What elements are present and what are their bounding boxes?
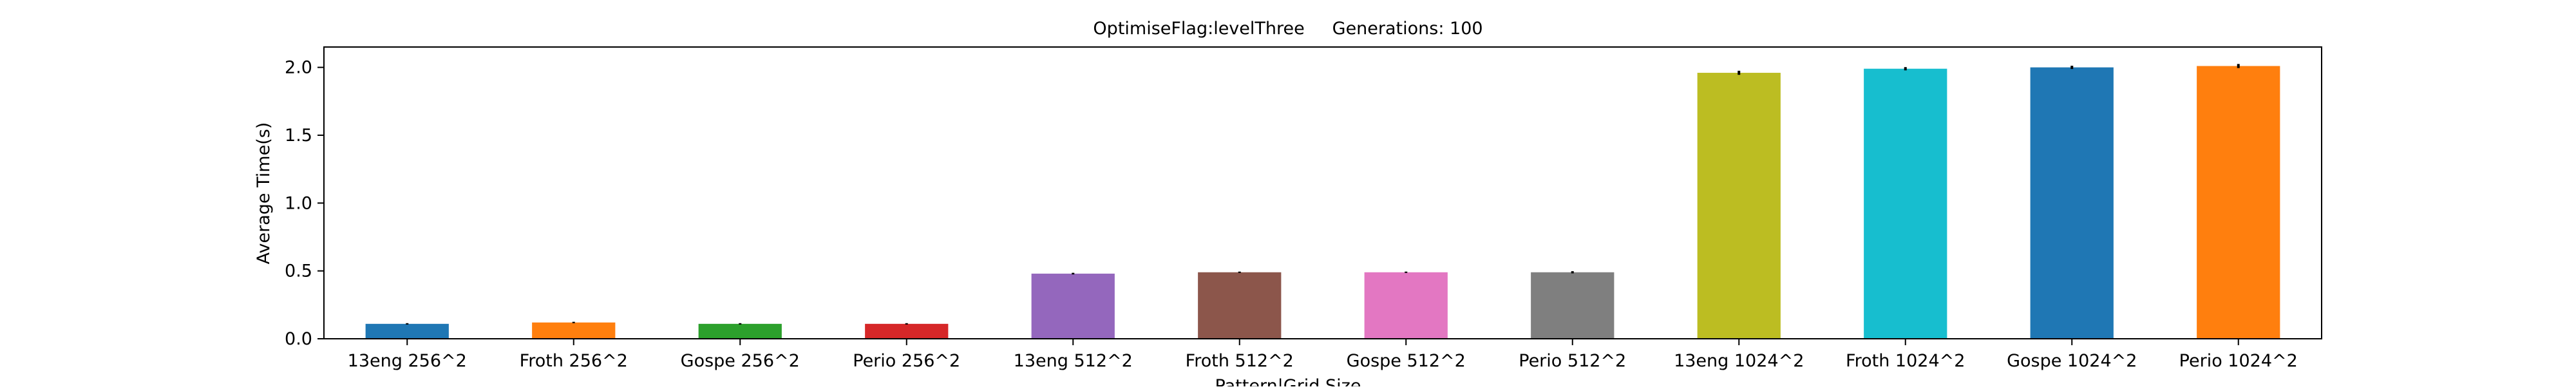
plot-area (365, 64, 2280, 339)
x-tick-label: Froth 1024^2 (1846, 351, 1965, 371)
x-tick-label: Perio 512^2 (1519, 351, 1626, 371)
bar (698, 323, 782, 339)
bar (1697, 73, 1781, 339)
x-tick-label: 13eng 512^2 (1014, 351, 1133, 371)
y-axis-label: Average Time(s) (254, 122, 274, 265)
bar (1031, 273, 1115, 339)
y-tick-label: 0.5 (285, 261, 312, 281)
y-tick-label: 1.0 (285, 193, 312, 213)
bar (2197, 66, 2280, 339)
axes-frame (323, 46, 2322, 339)
x-axis: 13eng 256^2 Froth 256^2 Gospe 256^2 Perio 2… (348, 339, 2298, 371)
y-axis: 0.0 0.5 1.0 1.5 2.0 (285, 58, 324, 349)
x-axis-label: Pattern|Grid Size (1215, 376, 1361, 386)
x-tick-label: Gospe 512^2 (1347, 351, 1466, 371)
bar (2030, 67, 2114, 339)
y-tick-label: 2.0 (285, 58, 312, 78)
bar (1864, 68, 1947, 339)
bar (865, 323, 949, 339)
x-tick-label: 13eng 256^2 (348, 351, 467, 371)
x-tick-label: 13eng 1024^2 (1674, 351, 1804, 371)
x-tick-label: Gospe 256^2 (681, 351, 800, 371)
x-tick-label: Perio 256^2 (853, 351, 960, 371)
x-tick-label: Perio 1024^2 (2179, 351, 2298, 371)
x-tick-label: Froth 256^2 (520, 351, 628, 371)
bar (1198, 272, 1282, 339)
x-tick-label: Gospe 1024^2 (2007, 351, 2137, 371)
chart-title: OptimiseFlag:levelThree Generations: 100 (1093, 19, 1482, 39)
bar (1364, 272, 1448, 339)
bar (1531, 272, 1615, 339)
bar (365, 323, 449, 339)
bar (532, 322, 616, 339)
y-tick-label: 0.0 (285, 329, 312, 349)
y-tick-label: 1.5 (285, 126, 312, 146)
x-tick-label: Froth 512^2 (1186, 351, 1294, 371)
